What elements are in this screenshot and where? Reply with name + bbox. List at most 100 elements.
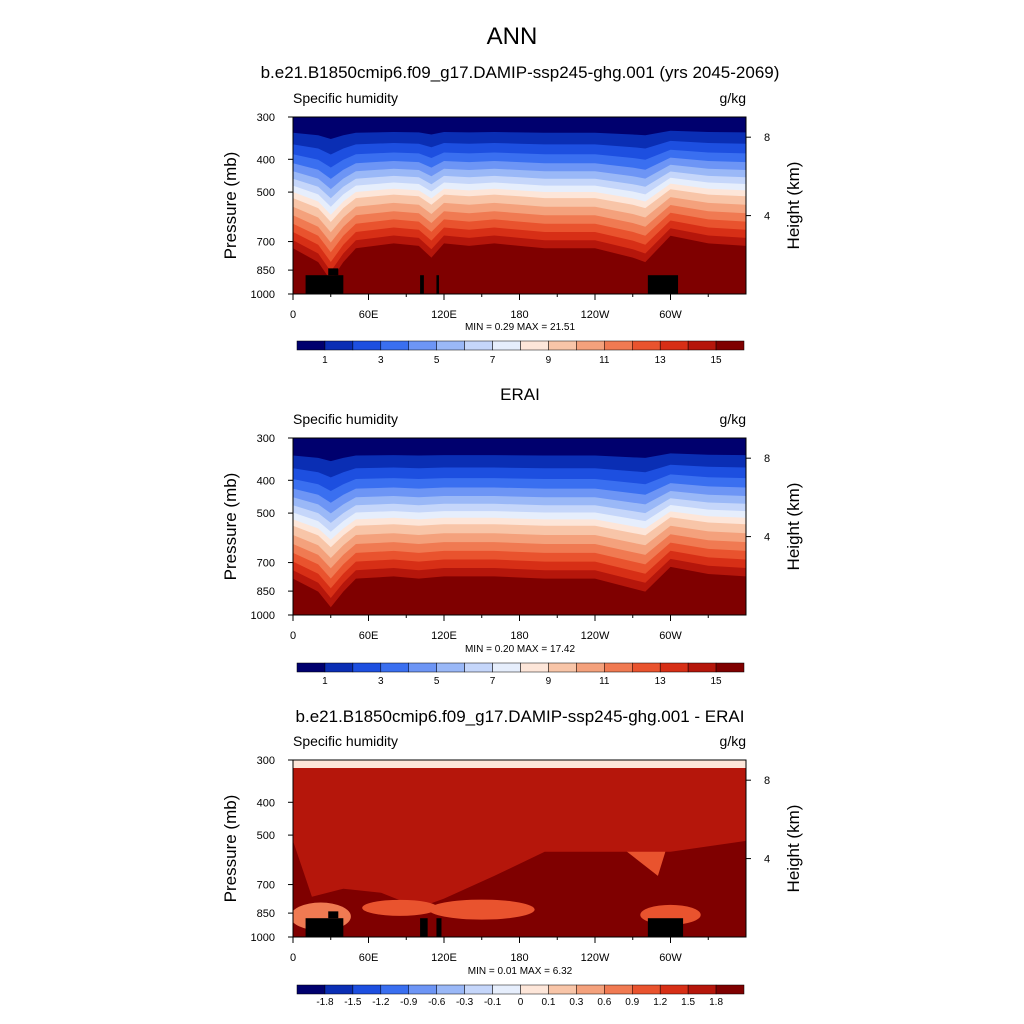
panel-3: b.e21.B1850cmip6.f09_g17.DAMIP-ssp245-gh… [221,707,803,1008]
y-tick-label: 400 [257,154,275,166]
x-tick-label: 60E [359,952,379,964]
topography-mask [420,918,428,937]
colorbar-label: 1.8 [709,997,723,1008]
y2-tick-label: 8 [764,132,770,144]
colorbar-swatch [715,662,745,673]
units-label: g/kg [720,90,746,106]
units-label: g/kg [720,411,746,427]
figure-title: ANN [487,23,538,50]
x-tick-label: 0 [290,630,296,642]
x-tick-label: 120E [431,309,457,321]
topography-mask [328,911,339,919]
colorbar-swatch [632,662,661,673]
colorbar-swatch [687,340,717,351]
topography-mask [436,275,439,294]
units-label: g/kg [720,733,746,749]
variable-label: Specific humidity [293,411,398,427]
colorbar-swatch [659,340,689,351]
contour-band [293,438,746,462]
colorbar-swatch [324,340,354,351]
y-tick-label: 500 [257,508,275,520]
colorbar-label: 1 [322,355,328,366]
colorbar-label: 0.1 [541,997,555,1008]
x-tick-label: 120W [581,309,610,321]
contour-field [293,438,746,615]
y-tick-label: 300 [257,433,275,445]
x-tick-label: 60W [659,952,682,964]
colorbar-swatch [604,340,633,351]
y-tick-label: 700 [257,558,275,570]
colorbar-label: 0.6 [597,997,611,1008]
contour-band [293,760,746,908]
y2-tick-label: 8 [764,453,770,465]
colorbar-label: 13 [655,676,667,687]
x-tick-label: 120W [581,952,610,964]
colorbar-swatch [408,662,437,673]
colorbar-swatch [380,340,409,351]
variable-label: Specific humidity [293,733,398,749]
colorbar-swatch [548,662,577,673]
colorbar-swatch [715,984,745,995]
y-tick-label: 1000 [251,289,275,301]
topography-mask [328,268,339,276]
contour-band [293,117,746,139]
colorbar-label: 7 [490,355,496,366]
colorbar-swatch [520,662,549,673]
y2-axis-label: Height (km) [784,162,803,250]
colorbar-swatch [436,662,465,673]
colorbar-label: 11 [599,355,610,366]
y-axis-label: Pressure (mb) [221,795,240,903]
colorbar-swatch [520,340,549,351]
colorbar-swatch [520,984,549,995]
colorbar-swatch [408,340,437,351]
x-tick-label: 60E [359,630,379,642]
colorbar-label: -0.6 [428,997,446,1008]
contour-field [293,760,746,937]
colorbar-swatch [464,340,493,351]
colorbar-swatch [380,662,409,673]
y2-tick-label: 4 [764,854,770,866]
x-tick-label: 60W [659,630,682,642]
y-axis-label: Pressure (mb) [221,152,240,260]
colorbar-swatch [687,662,717,673]
contour-blob [428,899,535,920]
colorbar-swatch [632,984,661,995]
colorbar-swatch [548,984,577,995]
panel-title: b.e21.B1850cmip6.f09_g17.DAMIP-ssp245-gh… [261,63,780,82]
colorbar-label: 7 [490,676,496,687]
y2-tick-label: 4 [764,211,770,223]
colorbar-swatch [604,662,633,673]
x-tick-label: 120W [581,630,610,642]
colorbar-label: 9 [546,676,552,687]
colorbar-label: 1 [322,676,328,687]
y-axis-label: Pressure (mb) [221,473,240,581]
colorbar-swatch [576,984,605,995]
colorbar-swatch [492,984,521,995]
colorbar-label: 3 [378,676,384,687]
contour-blob [362,899,438,916]
colorbar-swatch [548,340,577,351]
y-tick-label: 400 [257,797,275,809]
min-max-stats: MIN = 0.01 MAX = 6.32 [468,966,573,977]
variable-label: Specific humidity [293,90,398,106]
colorbar-label: 0.3 [569,997,583,1008]
colorbar-swatch [408,984,437,995]
colorbar-swatch [464,984,493,995]
colorbar-swatch [659,662,689,673]
colorbar-swatch [576,340,605,351]
topography-mask [420,275,424,294]
colorbar-label: 5 [434,355,440,366]
colorbar-label: 1.2 [653,997,667,1008]
colorbar-swatch [604,984,633,995]
y-tick-label: 850 [257,265,275,277]
topography-mask [305,275,344,294]
colorbar-swatch [492,662,521,673]
colorbar-label: 5 [434,676,440,687]
y-tick-label: 850 [257,586,275,598]
colorbar-swatch [687,984,717,995]
colorbar-label: 15 [711,355,723,366]
colorbar-swatch [324,984,354,995]
x-tick-label: 60E [359,309,379,321]
colorbar-swatch [352,662,382,673]
